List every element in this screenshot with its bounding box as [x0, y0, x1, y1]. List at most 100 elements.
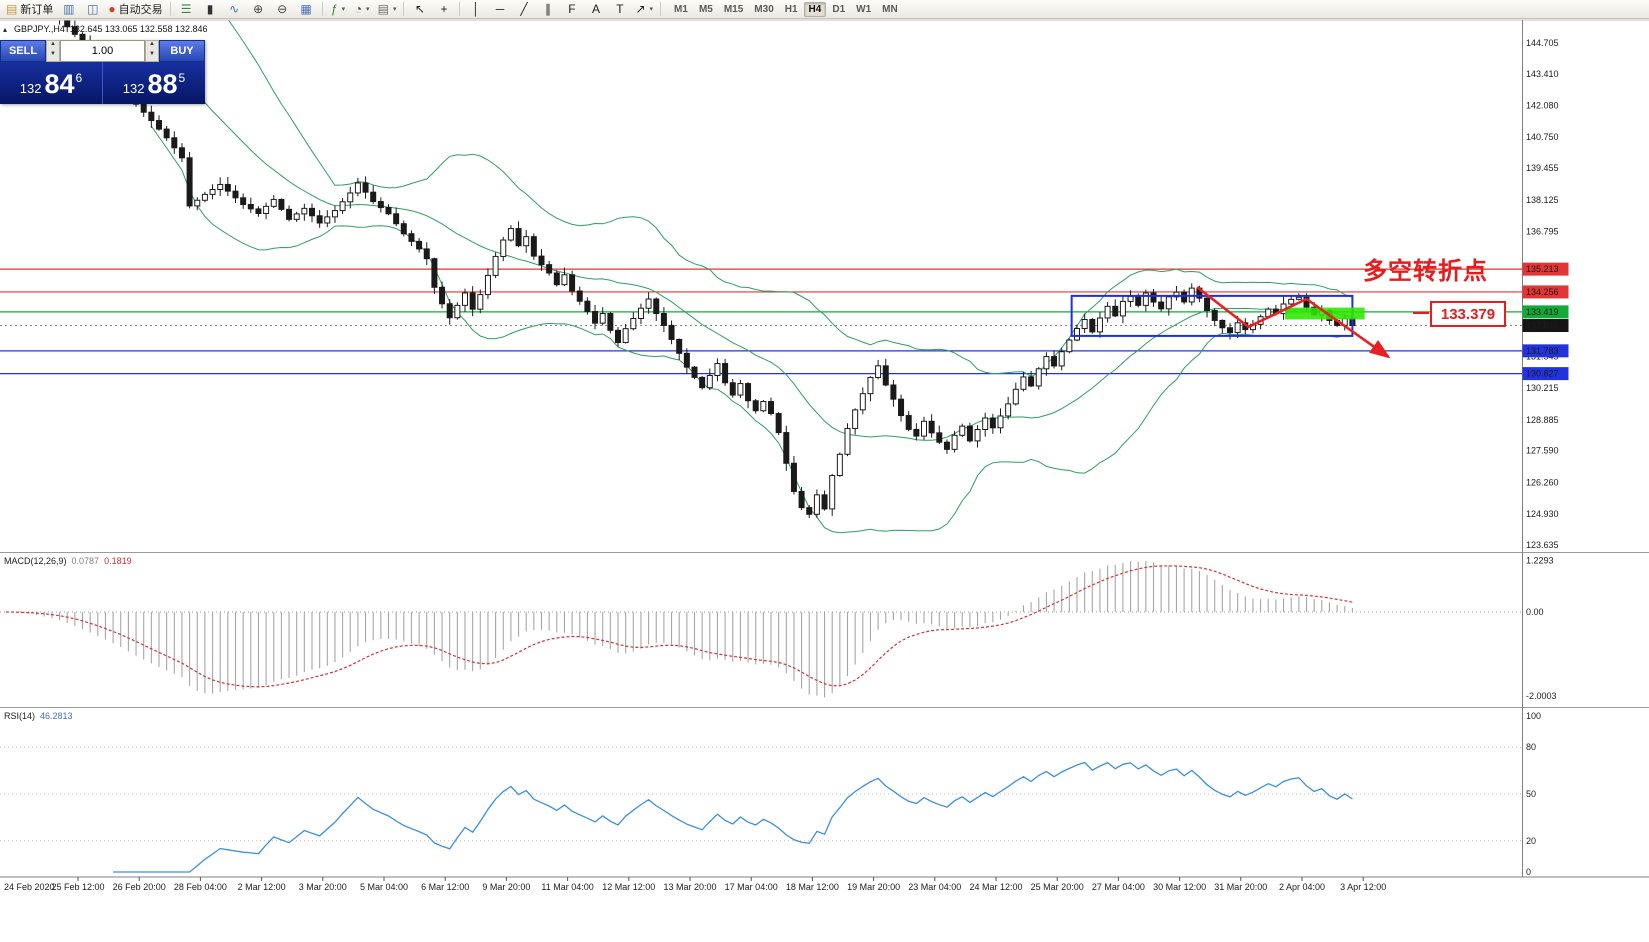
chart-window-icon: ▥ [63, 2, 75, 16]
svg-text:142.080: 142.080 [1526, 101, 1559, 111]
svg-text:17 Mar 04:00: 17 Mar 04:00 [725, 882, 778, 892]
bar-chart-icon[interactable]: ☰ [175, 1, 198, 17]
timeframe-h4-button[interactable]: H4 [803, 1, 827, 17]
buy-button[interactable]: BUY [159, 40, 205, 62]
svg-text:132.846: 132.846 [1526, 321, 1559, 331]
arrows-icon[interactable]: ↗ ▾ [632, 1, 656, 17]
trade-panel-toggle[interactable]: ▴ [3, 25, 8, 34]
new-order-icon: ▤ [6, 2, 18, 16]
lot-increase-icon[interactable]: ▲ [50, 41, 56, 47]
periods-menu-icon[interactable]: ◔ ▾ [351, 1, 374, 17]
toolbar-separator [660, 2, 662, 16]
timeframe-w1-button[interactable]: W1 [856, 3, 872, 15]
channel-icon[interactable]: ∥ [536, 1, 559, 17]
zoom-in-icon[interactable]: ⊕ [247, 1, 270, 17]
indicators-icon[interactable]: ƒ ▾ [327, 1, 350, 17]
svg-text:134.256: 134.256 [1526, 287, 1559, 297]
horizontal-line-icon: ─ [495, 2, 505, 16]
svg-text:140.750: 140.750 [1526, 132, 1559, 142]
candlestick-chart-icon[interactable]: ▮ [199, 1, 222, 17]
svg-text:128.885: 128.885 [1526, 415, 1559, 425]
svg-text:50: 50 [1526, 789, 1536, 799]
svg-text:30 Mar 12:00: 30 Mar 12:00 [1153, 882, 1206, 892]
toolbar-separator [169, 2, 171, 16]
fibonacci-icon: F [568, 2, 576, 16]
buy-price-button[interactable]: 132 88 5 [102, 62, 205, 104]
lot-increase-icon[interactable]: ▲ [149, 41, 155, 47]
svg-text:23 Mar 04:00: 23 Mar 04:00 [908, 882, 961, 892]
zoom-out-icon[interactable]: ⊖ [271, 1, 294, 17]
toolbar-separator [459, 2, 461, 16]
vertical-line-icon[interactable]: │ [464, 1, 487, 17]
timeframe-m30-button[interactable]: M30 [754, 3, 774, 15]
line-chart-icon[interactable]: ∿ [223, 1, 246, 17]
timeframe-mn-button[interactable]: MN [882, 3, 898, 15]
fibonacci-icon[interactable]: F [560, 1, 583, 17]
profile-icon: ◫ [87, 2, 99, 16]
sell-price-button[interactable]: 132 84 6 [19, 69, 83, 99]
chart-title: GBPJPY.,H4 132.645 133.065 132.558 132.84… [14, 24, 208, 34]
svg-text:19 Mar 20:00: 19 Mar 20:00 [847, 882, 900, 892]
svg-text:25 Mar 20:00: 25 Mar 20:00 [1031, 882, 1084, 892]
zoom-in-icon: ⊕ [253, 2, 264, 16]
timeframe-m1-button[interactable]: M1 [674, 3, 688, 15]
sell-button[interactable]: SELL [0, 40, 46, 62]
bollinger-bands [150, 20, 1353, 534]
macd-histogram [13, 560, 1353, 698]
lot-decrease-icon[interactable]: ▼ [50, 51, 56, 57]
indicators-icon: ƒ [330, 2, 338, 16]
turning-point-annotation-text[interactable]: 多空转折点 [1363, 258, 1488, 285]
tile-windows-icon[interactable]: ▦ [295, 1, 318, 17]
cursor-icon: ↖ [414, 2, 425, 16]
svg-text:123.635: 123.635 [1526, 540, 1559, 550]
trendline-icon[interactable]: ╱ [512, 1, 535, 17]
svg-text:13 Mar 20:00: 13 Mar 20:00 [663, 882, 716, 892]
horizontal-lines[interactable] [0, 268, 1522, 375]
new-order-button[interactable]: ▤ 新订单 [3, 1, 56, 17]
svg-text:24 Mar 12:00: 24 Mar 12:00 [969, 882, 1022, 892]
timeframe-m15-button[interactable]: M15 [723, 3, 744, 15]
price-callout-box[interactable]: 133.379 [1430, 301, 1506, 327]
timeframe-bar: M1 M5 M15 M30 H1 H4 D1 W1 MN [669, 1, 903, 17]
autotrading-icon: ● [108, 2, 116, 16]
lot-decrease-icon[interactable]: ▼ [149, 51, 155, 57]
cursor-icon[interactable]: ↖ [408, 1, 431, 17]
lot-size-input[interactable] [61, 41, 144, 61]
rsi-level-lines [0, 746, 1522, 842]
svg-text:143.410: 143.410 [1526, 69, 1559, 79]
svg-text:80: 80 [1526, 742, 1536, 752]
svg-text:2 Apr 04:00: 2 Apr 04:00 [1279, 882, 1325, 892]
horizontal-line-icon[interactable]: ─ [488, 1, 511, 17]
toolbar-separator [321, 2, 323, 16]
svg-text:27 Mar 04:00: 27 Mar 04:00 [1092, 882, 1145, 892]
timeframe-h1-button[interactable]: H1 [784, 3, 798, 15]
lot-spinner-left: ▲ ▼ [46, 40, 60, 62]
crosshair-icon: + [440, 2, 448, 16]
zigzag-arrow[interactable] [1196, 286, 1391, 359]
autotrading-button[interactable]: ● 自动交易 [105, 1, 165, 17]
price-callout-tail [1413, 312, 1429, 314]
crosshair-icon[interactable]: + [432, 1, 455, 17]
lot-spinner-right: ▲ ▼ [145, 40, 159, 62]
candlestick-chart-icon: ▮ [206, 2, 214, 16]
chart-window-icon[interactable]: ▥ [57, 1, 80, 17]
tile-windows-icon: ▦ [300, 2, 312, 16]
svg-text:24 Feb 2020: 24 Feb 2020 [4, 882, 55, 892]
timeframe-m5-button[interactable]: M5 [698, 3, 713, 15]
templates-icon[interactable]: ▤ ▾ [375, 1, 400, 17]
candles [59, 20, 1356, 519]
new-order-label: 新订单 [20, 4, 54, 16]
svg-text:124.930: 124.930 [1526, 509, 1559, 519]
price-tags: 135.213 134.256 133.419 132.846 131.783 130.8… [1522, 262, 1569, 381]
svg-text:12 Mar 12:00: 12 Mar 12:00 [602, 882, 655, 892]
text-icon[interactable]: A [584, 1, 607, 17]
svg-text:3 Mar 20:00: 3 Mar 20:00 [299, 882, 347, 892]
text-label-icon[interactable]: T [608, 1, 631, 17]
svg-text:0.00: 0.00 [1526, 607, 1544, 617]
svg-text:25 Feb 12:00: 25 Feb 12:00 [51, 882, 104, 892]
toolbar-separator [403, 2, 405, 16]
timeframe-d1-button[interactable]: D1 [832, 3, 846, 15]
profile-icon[interactable]: ◫ [81, 1, 104, 17]
